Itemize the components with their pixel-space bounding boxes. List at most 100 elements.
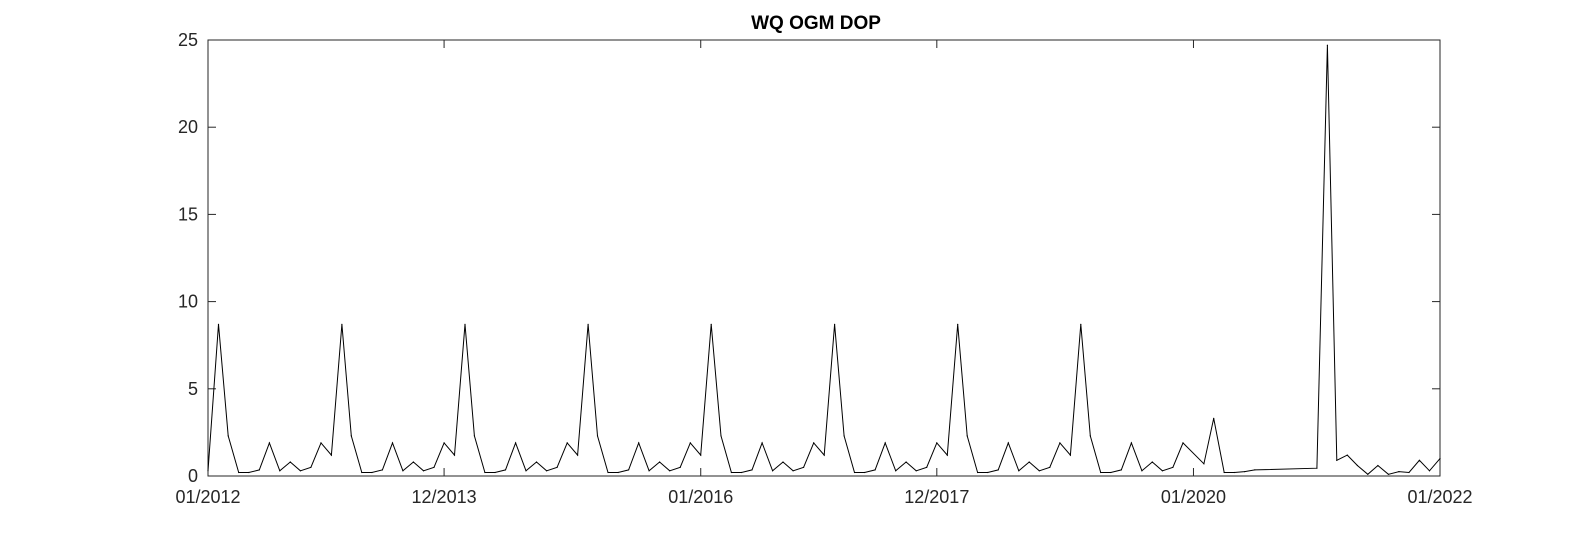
data-point <box>412 461 414 463</box>
data-point <box>659 461 661 463</box>
data-point <box>227 435 229 437</box>
data-point <box>617 471 619 474</box>
data-point <box>792 470 794 472</box>
data-point <box>1151 461 1153 463</box>
data-point <box>484 471 486 474</box>
data-point <box>1418 459 1420 461</box>
data-point <box>1038 470 1040 472</box>
data-point <box>504 469 507 471</box>
data-point <box>330 454 332 456</box>
data-point <box>740 471 743 474</box>
plot-frame <box>207 39 1441 477</box>
data-point <box>1408 471 1410 474</box>
data-point <box>1387 473 1389 475</box>
x-tick-label: 01/2022 <box>1407 487 1472 507</box>
data-point <box>803 466 805 468</box>
x-tick-label: 01/2012 <box>175 487 240 507</box>
data-point <box>700 454 702 456</box>
data-point <box>1069 454 1071 456</box>
data-point <box>966 435 968 437</box>
data-point <box>1018 470 1020 472</box>
data-point <box>556 466 558 468</box>
plot-axes: 0 5 10 15 20 25 01/2012 12/2013 01/2016 12/2017 01… <box>175 30 1472 507</box>
data-point <box>525 470 527 472</box>
data-point <box>1254 469 1256 471</box>
x-tick-label: 01/2016 <box>668 487 733 507</box>
data-point <box>577 454 579 456</box>
data-point <box>1120 469 1122 471</box>
data-point <box>782 461 784 463</box>
data-point <box>679 466 681 468</box>
data-point <box>391 442 394 444</box>
data-point <box>1223 471 1225 474</box>
y-tick-label: 10 <box>178 292 198 312</box>
data-point <box>853 471 856 474</box>
data-point <box>1439 458 1441 460</box>
data-point <box>217 323 220 325</box>
data-point <box>1089 435 1091 437</box>
data-point <box>1161 470 1163 472</box>
data-point <box>895 470 897 472</box>
data-point <box>772 470 774 472</box>
data-point <box>535 461 538 463</box>
data-point <box>1346 454 1348 456</box>
data-point <box>884 442 886 444</box>
data-point <box>1007 442 1009 444</box>
data-point <box>566 442 568 444</box>
data-point <box>279 470 281 472</box>
data-point <box>546 470 548 472</box>
y-tick-label: 0 <box>188 466 198 486</box>
data-point <box>936 442 938 444</box>
x-tick-label: 01/2020 <box>1161 487 1226 507</box>
data-point <box>1356 464 1358 467</box>
chart-title: WQ OGM DOP <box>751 13 881 34</box>
data-point <box>1398 471 1400 473</box>
x-tick-label: 12/2017 <box>904 487 969 507</box>
x-tick-label: 12/2013 <box>412 487 477 507</box>
series-layer <box>207 44 1441 475</box>
data-point <box>648 470 650 472</box>
data-point <box>813 442 815 444</box>
data-point <box>1336 459 1338 461</box>
data-point <box>926 466 928 468</box>
data-point <box>1100 471 1102 474</box>
data-point <box>864 471 866 474</box>
data-point <box>957 323 959 325</box>
data-point <box>1141 470 1143 472</box>
data-point <box>310 466 312 468</box>
y-tick-label: 5 <box>188 379 198 399</box>
data-point <box>669 470 671 472</box>
data-point <box>1080 323 1082 325</box>
data-point <box>494 471 496 474</box>
data-point <box>443 442 445 444</box>
data-point <box>905 461 907 463</box>
data-point <box>607 471 609 474</box>
data-point <box>433 466 435 468</box>
data-point <box>1213 417 1215 419</box>
data-point <box>997 469 999 471</box>
data-point <box>350 435 352 437</box>
data-point <box>751 469 753 471</box>
data-point <box>1130 442 1132 444</box>
data-point <box>843 435 845 437</box>
data-point <box>422 470 425 472</box>
data-point <box>823 454 825 456</box>
data-point <box>587 323 589 325</box>
data-point <box>1326 44 1328 46</box>
data-point <box>299 470 301 472</box>
data-point <box>258 469 260 471</box>
data-point <box>473 435 475 437</box>
data-point <box>1059 442 1061 444</box>
data-point <box>1316 467 1318 469</box>
data-point <box>1028 461 1030 463</box>
data-point <box>946 454 948 456</box>
data-point <box>1182 442 1184 444</box>
data-point <box>834 323 836 325</box>
data-point <box>515 442 517 444</box>
data-point <box>1428 470 1431 472</box>
data-point <box>402 470 404 472</box>
data-point <box>453 454 456 456</box>
data-point <box>987 471 989 474</box>
data-point <box>1367 473 1369 475</box>
y-tick-label: 20 <box>178 117 198 137</box>
